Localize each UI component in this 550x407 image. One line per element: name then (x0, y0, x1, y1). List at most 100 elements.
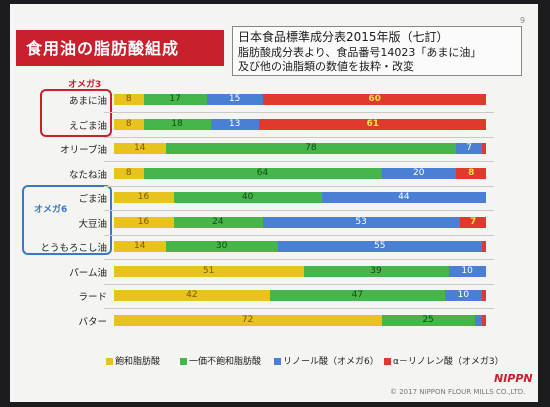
legend-saturated: 飽和脂肪酸 (106, 354, 160, 367)
bar-segment-monounsaturated (143, 167, 382, 179)
category-label: なたね油 (68, 169, 107, 181)
data-label-monounsaturated: 64 (256, 167, 269, 178)
stacked-bar: 8 17 15 60 (114, 94, 486, 105)
data-label-saturated: 51 (202, 265, 215, 276)
row-divider (104, 234, 494, 236)
bar-segment-saturated (114, 118, 144, 130)
stacked-bar: 51 39 10 (114, 265, 486, 277)
bar-segment-saturated (114, 94, 144, 105)
bar-segment-saturated (114, 192, 174, 203)
category-label: パーム油 (69, 267, 107, 279)
data-label-saturated: 72 (241, 314, 254, 325)
source-note-line-2: 脂肪酸成分表より、食品番号14023「あまに油」 (238, 46, 482, 59)
row-divider (104, 210, 494, 211)
category-label: とうもろこし油 (40, 243, 107, 254)
data-label-alpha-linolenic: 8 (468, 167, 475, 178)
company-logo: NIPPN (494, 372, 533, 385)
source-note-box (232, 26, 522, 76)
slide-title: 食用油の脂肪酸組成 (26, 39, 180, 58)
category-label: オリーブ油 (60, 145, 107, 156)
data-label-saturated: 14 (134, 143, 146, 153)
bar-segment-alpha-linolenic (482, 314, 486, 326)
legend-alpha-linolenic: α－リノレン酸（オメガ3） (384, 354, 504, 367)
omega6-group-label: オメガ6 (34, 205, 68, 215)
bar-segment-monounsaturated (303, 265, 449, 277)
legend-linoleic: リノール酸（オメガ6） (274, 354, 379, 367)
bar-segment-saturated (114, 290, 271, 301)
bar-segment-saturated (114, 265, 304, 277)
bar-segment-alpha-linolenic (482, 143, 486, 154)
bar-segment-alpha-linolenic (459, 216, 486, 228)
data-label-linoleic: 44 (398, 192, 410, 202)
bar-segment-monounsaturated (143, 94, 207, 105)
data-label-linoleic: 55 (373, 241, 386, 251)
data-label-linoleic: 13 (228, 118, 241, 129)
data-label-monounsaturated: 47 (351, 290, 364, 300)
slide: 9 食用油の脂肪酸組成 日本食品標準成分表2015年版（七訂） 脂肪酸成分表より… (10, 4, 538, 402)
source-note-line-1: 日本食品標準成分表2015年版（七訂） (238, 30, 449, 44)
data-label-saturated: 16 (137, 216, 150, 227)
title-bar (16, 30, 224, 66)
bar-segment-linoleic (474, 314, 483, 326)
row-divider (104, 161, 494, 162)
data-label-monounsaturated: 17 (169, 94, 181, 104)
bar-segment-monounsaturated (173, 192, 323, 203)
category-label: ごま油 (78, 194, 107, 205)
bar-segment-monounsaturated (166, 241, 278, 252)
data-label-monounsaturated: 30 (215, 241, 228, 251)
category-label: バター (78, 316, 107, 328)
bar-segment-linoleic (456, 143, 483, 154)
category-label: ラード (78, 292, 107, 303)
bar-segment-alpha-linolenic (259, 118, 486, 130)
bar-segment-saturated (114, 167, 144, 179)
bar-segment-linoleic (262, 216, 460, 228)
stacked-bar: 14 78 7 (114, 143, 486, 154)
bar-segment-linoleic (448, 265, 486, 277)
row-divider (104, 136, 494, 138)
data-label-saturated: 8 (125, 94, 132, 104)
data-label-monounsaturated: 25 (422, 314, 434, 325)
stacked-bar: 14 30 55 (114, 241, 486, 252)
bar-segment-monounsaturated (166, 143, 457, 154)
data-label-monounsaturated: 24 (212, 216, 224, 227)
row-divider (104, 308, 494, 309)
stacked-bar: 16 40 44 (114, 192, 486, 203)
bar-segment-alpha-linolenic (482, 290, 486, 301)
legend-label-alpha-linolenic: α－リノレン酸（オメガ3） (393, 357, 504, 367)
data-label-monounsaturated: 78 (305, 143, 317, 153)
data-label-saturated: 8 (125, 167, 132, 178)
data-label-alpha-linolenic: 61 (366, 118, 380, 129)
stacked-bar: 8 64 20 8 (114, 167, 486, 179)
data-label-alpha-linolenic: 7 (469, 216, 477, 227)
row-divider (104, 283, 494, 285)
data-label-saturated: 42 (186, 290, 198, 300)
row-divider (104, 112, 494, 113)
omega6-group-box (22, 185, 112, 255)
bar-segment-monounsaturated (143, 118, 211, 130)
bar-segment-saturated (114, 314, 382, 326)
data-label-linoleic: 10 (457, 290, 470, 300)
data-label-linoleic: 20 (413, 167, 425, 178)
data-label-monounsaturated: 18 (171, 118, 183, 129)
data-label-monounsaturated: 39 (370, 265, 382, 276)
bar-segment-linoleic (381, 167, 457, 179)
legend-label-monounsaturated: 一価不飽和脂肪酸 (189, 357, 262, 367)
omega3-group-box (40, 89, 112, 137)
data-label-alpha-linolenic: 60 (368, 94, 381, 104)
page-number: 9 (520, 16, 526, 25)
stacked-bar: 8 18 13 61 (114, 118, 486, 130)
row-divider (104, 185, 494, 187)
category-label: 大豆油 (78, 218, 107, 230)
legend-label-saturated: 飽和脂肪酸 (115, 357, 161, 367)
stacked-bar: 42 47 10 (114, 290, 486, 301)
bar-segment-alpha-linolenic (262, 94, 486, 105)
bar-segment-saturated (114, 241, 167, 252)
data-label-linoleic: 15 (228, 94, 241, 104)
data-label-linoleic: 53 (355, 216, 367, 227)
bar-segment-linoleic (277, 241, 483, 252)
legend-label-linoleic: リノール酸（オメガ6） (283, 357, 379, 367)
stacked-bar: 72 25 (114, 314, 486, 326)
bar-segment-monounsaturated (381, 314, 475, 326)
data-label-saturated: 16 (137, 192, 150, 202)
legend-monounsaturated: 一価不飽和脂肪酸 (180, 354, 261, 367)
